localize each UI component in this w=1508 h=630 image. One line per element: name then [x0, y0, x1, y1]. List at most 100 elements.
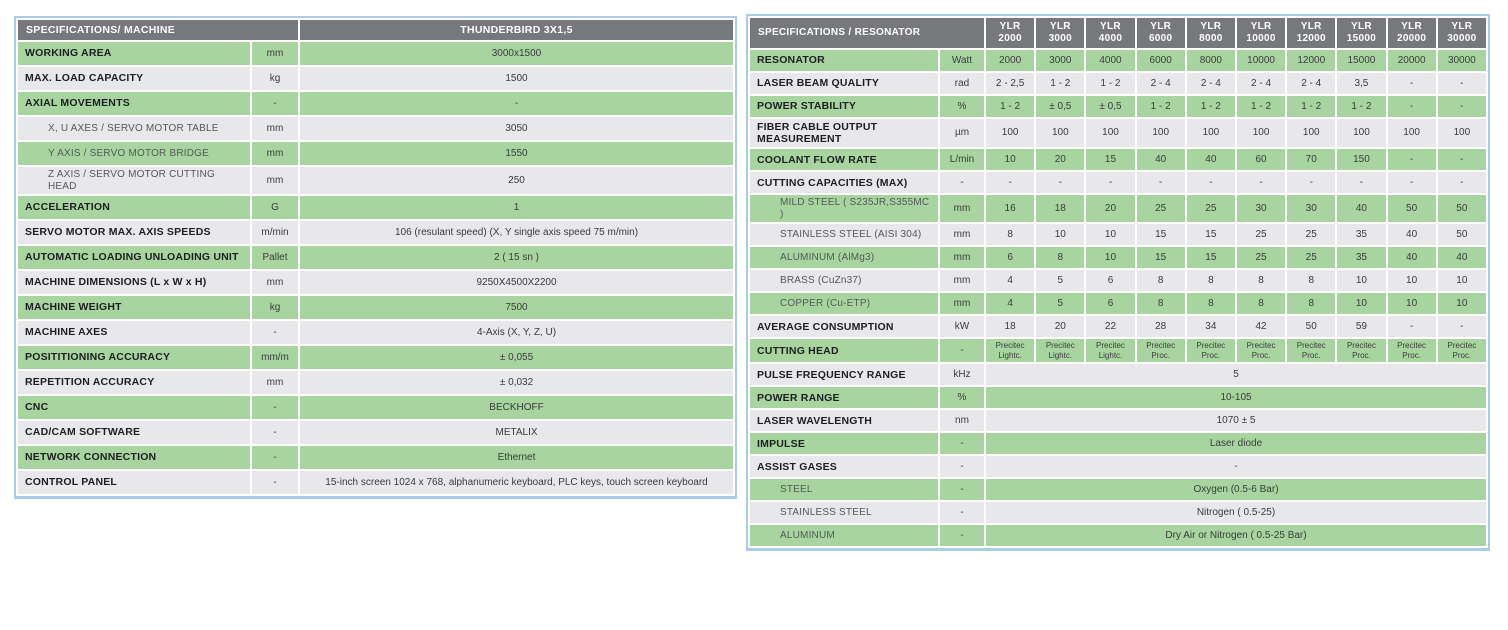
spec-row: WORKING AREA mm 3000x1500: [18, 42, 733, 65]
spec-value: 15: [1086, 149, 1135, 171]
spec-value: 22: [1086, 316, 1135, 338]
spec-label: PULSE FREQUENCY RANGE: [750, 364, 938, 386]
model-column-header: YLR 20000: [1387, 18, 1436, 48]
model-series: YLR: [1451, 21, 1473, 32]
machine-model-header: THUNDERBIRD 3X1,5: [300, 20, 733, 40]
spec-value: 3,5: [1337, 73, 1386, 94]
spec-value: -: [1387, 96, 1436, 117]
spec-unit: -: [940, 172, 985, 194]
spec-label: STAINLESS STEEL (AISI 304): [750, 224, 938, 246]
spec-value: 40: [1387, 247, 1436, 269]
spec-unit: G: [252, 196, 299, 219]
spec-unit: Pallet: [252, 246, 299, 269]
model-column-header: YLR 8000: [1186, 18, 1235, 48]
spec-label: CUTTING CAPACITIES (MAX): [750, 172, 938, 194]
spec-value: 40: [1437, 247, 1486, 269]
spec-value: 35: [1337, 247, 1386, 269]
spec-value: Precitec Lightc.: [1036, 339, 1085, 363]
resonator-spec-table: SPECIFICATIONS / RESONATOR YLR 2000 YLR 300…: [746, 14, 1490, 552]
spec-row: IMPULSE - Laser diode: [750, 433, 1486, 455]
spec-value: 20: [1086, 195, 1135, 223]
spec-value: 25: [1186, 195, 1235, 223]
spec-value: 1 - 2: [1236, 96, 1286, 117]
spec-unit: -: [252, 396, 299, 419]
spec-value: 5: [1036, 270, 1085, 292]
spec-value: Nitrogen ( 0.5-25): [986, 502, 1486, 524]
spec-label: CAD/CAM SOFTWARE: [18, 421, 250, 444]
spec-value: 10: [1337, 293, 1386, 315]
spec-row: ALUMINUM - Dry Air or Nitrogen ( 0.5-25 Ba…: [750, 525, 1486, 547]
spec-value: 8: [1136, 270, 1185, 292]
spec-row: MACHINE WEIGHT kg 7500: [18, 296, 733, 319]
spec-value: Precitec Proc.: [1387, 339, 1436, 363]
spec-value: -: [1136, 172, 1185, 194]
model-series: YLR: [1350, 21, 1372, 32]
spec-value: 2 - 4: [1236, 73, 1286, 94]
spec-value: 8000: [1186, 50, 1235, 71]
spec-value: 15: [1136, 247, 1185, 269]
spec-value: 100: [1136, 119, 1185, 148]
spec-value: 34: [1186, 316, 1235, 338]
spec-unit: kW: [940, 316, 985, 338]
spec-label: IMPULSE: [750, 433, 938, 455]
spec-row: MACHINE AXES -4-Axis (X, Y, Z, U): [18, 321, 733, 344]
spec-unit: mm: [252, 371, 299, 394]
spec-label: MACHINE AXES: [18, 321, 250, 344]
spec-row: NETWORK CONNECTION - Ethernet: [18, 446, 733, 469]
spec-value: 1: [300, 196, 733, 219]
spec-row: CUTTING CAPACITIES (MAX) - - - - - - - - - - -: [750, 172, 1486, 194]
model-series: YLR: [1049, 21, 1071, 32]
spec-value: 100: [1236, 119, 1286, 148]
spec-value: Precitec Lightc.: [986, 339, 1035, 363]
spec-label: ALUMINUM: [750, 525, 938, 547]
spec-value: 18: [986, 316, 1035, 338]
spec-value: Precitec Proc.: [1437, 339, 1486, 363]
spec-value: -: [1437, 96, 1486, 117]
spec-row: RESONATOR Watt 2000 3000 4000 6000 8000 10000 12…: [750, 50, 1486, 71]
spec-label: AUTOMATIC LOADING UNLOADING UNIT: [18, 246, 250, 269]
spec-unit: rad: [940, 73, 985, 94]
resonator-header-row: SPECIFICATIONS / RESONATOR YLR 2000 YLR 300…: [750, 18, 1486, 48]
spec-label: MACHINE WEIGHT: [18, 296, 250, 319]
spec-value: 8: [1136, 293, 1185, 315]
spec-unit: mm: [252, 142, 299, 165]
spec-value: 100: [1437, 119, 1486, 148]
spec-value: 5: [1036, 293, 1085, 315]
spec-value: Precitec Proc.: [1236, 339, 1286, 363]
spec-value: 3050: [300, 117, 733, 140]
spec-value: -: [1337, 172, 1386, 194]
spec-label: MAX. LOAD CAPACITY: [18, 67, 250, 90]
spec-value: 10: [1337, 270, 1386, 292]
spec-value: 40: [1136, 149, 1185, 171]
spec-value: 15000: [1337, 50, 1386, 71]
spec-value: 25: [1236, 224, 1286, 246]
spec-unit: -: [940, 525, 985, 547]
machine-spec-table: SPECIFICATIONS/ MACHINE THUNDERBIRD 3X1,…: [14, 16, 737, 499]
spec-value: 10: [1086, 224, 1135, 246]
spec-row: ASSIST GASES - -: [750, 456, 1486, 478]
spec-unit: mm: [252, 271, 299, 294]
spec-value: 28: [1136, 316, 1185, 338]
spec-row: BRASS (CuZn37) mm 4 5 6 8 8 8 8 10 10 10: [750, 270, 1486, 292]
spec-label: COOLANT FLOW RATE: [750, 149, 938, 171]
spec-row: MILD STEEL ( S235JR,S355MC ) mm 16 18 20 25 25…: [750, 195, 1486, 223]
spec-value: 100: [1287, 119, 1336, 148]
spec-value: 3000x1500: [300, 42, 733, 65]
spec-label: MILD STEEL ( S235JR,S355MC ): [750, 195, 938, 223]
spec-value: 6: [1086, 293, 1135, 315]
spec-value: 9250X4500X2200: [300, 271, 733, 294]
spec-label: BRASS (CuZn37): [750, 270, 938, 292]
spec-unit: -: [252, 446, 299, 469]
spec-label: ACCELERATION: [18, 196, 250, 219]
spec-value: ± 0,032: [300, 371, 733, 394]
spec-value: 2 ( 15 sn ): [300, 246, 733, 269]
spec-value: ± 0,5: [1036, 96, 1085, 117]
spec-unit: mm: [252, 42, 299, 65]
spec-label: CUTTING HEAD: [750, 339, 938, 363]
model-series: YLR: [1250, 21, 1272, 32]
spec-value: 30: [1287, 195, 1336, 223]
machine-table-body: WORKING AREA mm 3000x1500 MAX. LOAD CAPACIT…: [18, 42, 733, 494]
spec-value: -: [1036, 172, 1085, 194]
spec-value: 10: [1036, 224, 1085, 246]
